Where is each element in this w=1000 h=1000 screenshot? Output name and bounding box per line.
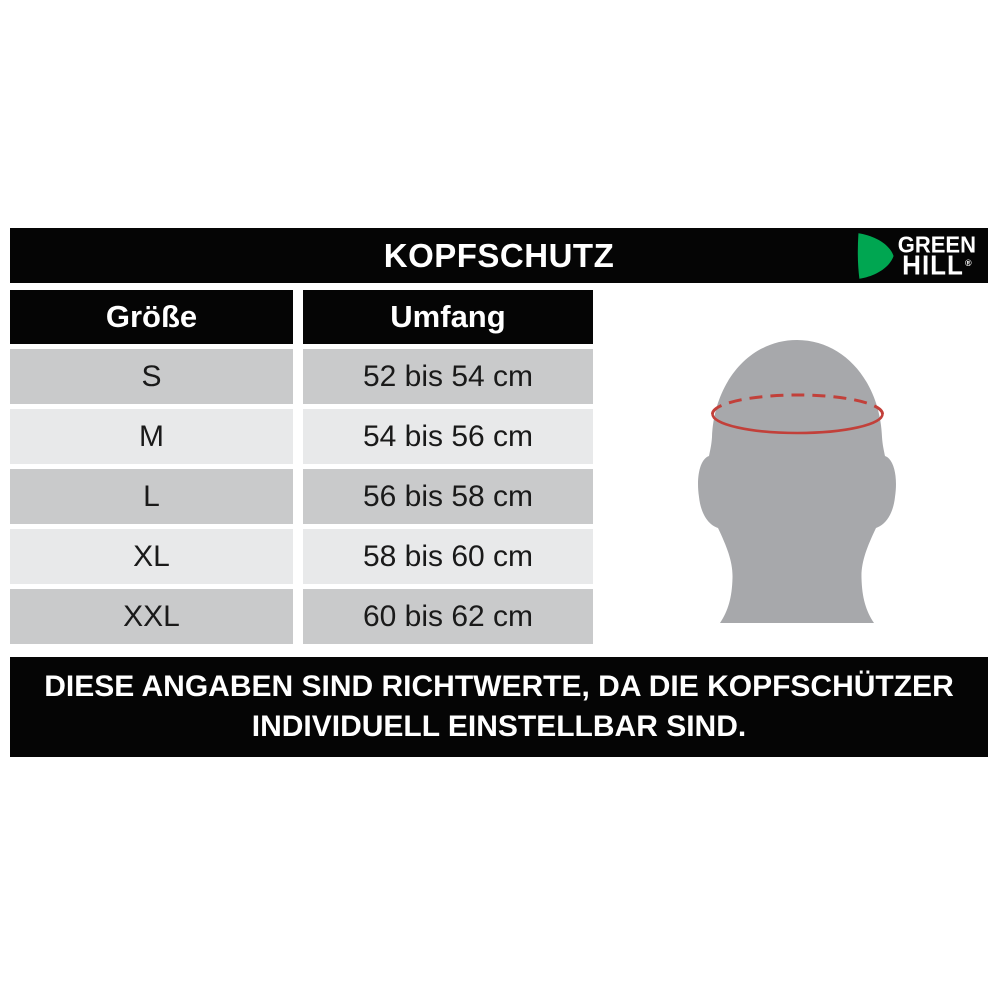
table-row: XL 58 bis 60 cm xyxy=(10,529,593,584)
brand-word-green: GREEN xyxy=(897,231,976,258)
header-bar: KOPFSCHUTZ GREEN HILL® xyxy=(10,228,988,283)
brand-wordmark: GREEN HILL® xyxy=(897,231,976,281)
size-cell: S xyxy=(10,349,293,404)
circumference-cell: 58 bis 60 cm xyxy=(303,529,593,584)
circumference-cell: 54 bis 56 cm xyxy=(303,409,593,464)
size-cell: L xyxy=(10,469,293,524)
head-silhouette-shape xyxy=(698,340,896,623)
circumference-cell: 56 bis 58 cm xyxy=(303,469,593,524)
table-header-row: Größe Umfang xyxy=(10,290,593,344)
head-silhouette-illustration xyxy=(698,340,896,623)
size-cell: XL xyxy=(10,529,293,584)
table-row: L 56 bis 58 cm xyxy=(10,469,593,524)
size-cell: XXL xyxy=(10,589,293,644)
green-hill-logo: GREEN HILL® xyxy=(857,232,976,280)
size-table: Größe Umfang S 52 bis 54 cm M 54 bis 56 … xyxy=(10,290,593,649)
measure-line-solid xyxy=(711,413,884,435)
footer-note-line1: DIESE ANGABEN SIND RICHTWERTE, DA DIE KO… xyxy=(44,670,954,703)
column-header-size: Größe xyxy=(10,290,293,344)
table-row: M 54 bis 56 cm xyxy=(10,409,593,464)
footer-note-line2: INDIVIDUELL EINSTELLBAR SIND. xyxy=(251,710,747,743)
size-cell: M xyxy=(10,409,293,464)
page-title: KOPFSCHUTZ xyxy=(383,236,615,274)
green-hill-leaf-icon xyxy=(857,232,894,279)
column-header-circumference: Umfang xyxy=(303,290,593,344)
footer-note-bar: DIESE ANGABEN SIND RICHTWERTE, DA DIE KO… xyxy=(10,657,988,757)
brand-word-hill: HILL® xyxy=(902,249,973,281)
table-row: XXL 60 bis 62 cm xyxy=(10,589,593,644)
circumference-cell: 52 bis 54 cm xyxy=(303,349,593,404)
measure-line-dashed xyxy=(711,393,884,415)
circumference-cell: 60 bis 62 cm xyxy=(303,589,593,644)
table-row: S 52 bis 54 cm xyxy=(10,349,593,404)
registered-trademark-symbol: ® xyxy=(964,257,973,269)
